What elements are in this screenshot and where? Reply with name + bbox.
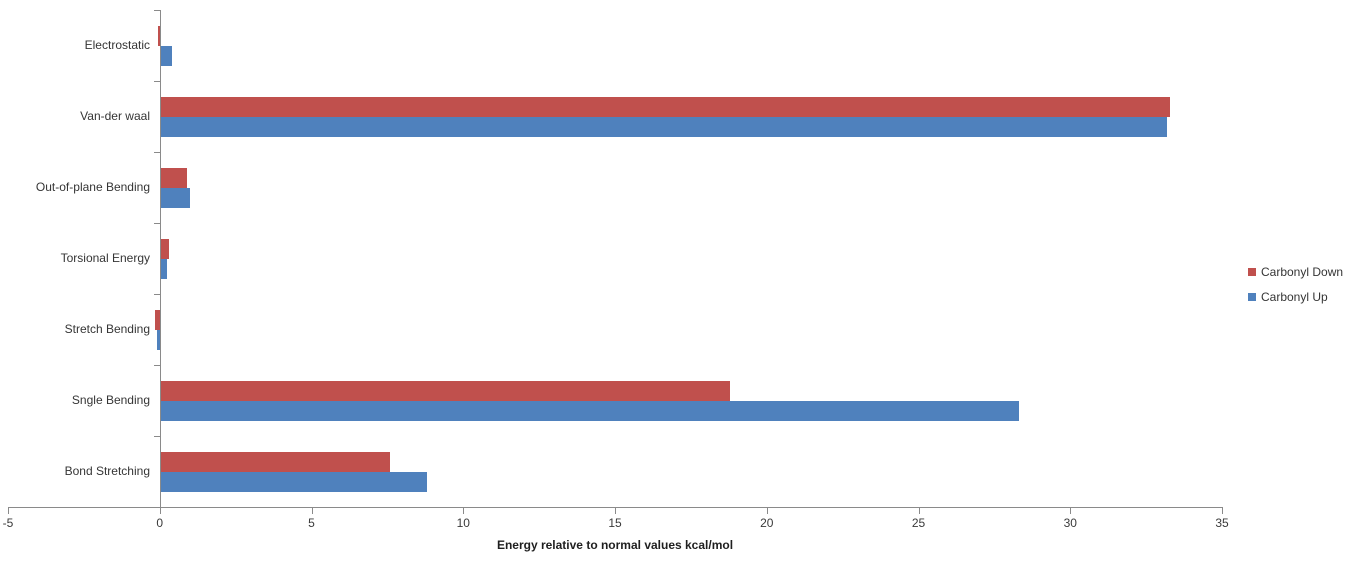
x-axis-tick xyxy=(8,507,9,514)
category-axis-tick xyxy=(153,294,160,295)
category-axis-tick xyxy=(153,10,160,11)
x-tick-label: 0 xyxy=(156,516,164,530)
bar-carbonyl-up xyxy=(159,187,191,208)
bar-carbonyl-up xyxy=(159,116,1168,137)
x-axis-tick xyxy=(463,507,465,514)
category-axis-tick xyxy=(153,81,160,82)
x-tick-label: 5 xyxy=(308,516,315,530)
category-axis-tick xyxy=(153,152,160,153)
category-label: Bond Stretching xyxy=(64,463,150,478)
x-axis-tick xyxy=(1222,507,1223,514)
x-axis-tick xyxy=(1070,507,1072,514)
x-axis-tick xyxy=(159,507,161,514)
bar-carbonyl-down xyxy=(157,25,160,46)
x-axis-tick xyxy=(311,507,313,514)
category-label: Electrostatic xyxy=(84,37,150,52)
legend-label: Carbonyl Down xyxy=(1261,264,1344,279)
legend-item: Carbonyl Up xyxy=(1248,284,1343,309)
x-axis-tick xyxy=(766,507,768,514)
category-axis-tick xyxy=(153,436,160,437)
x-axis-tick xyxy=(615,507,616,514)
category-label: Out-of-plane Bending xyxy=(35,179,150,194)
x-axis-tick xyxy=(918,507,920,514)
bar-carbonyl-down xyxy=(159,380,731,401)
legend-swatch xyxy=(1248,267,1256,276)
legend-item: Carbonyl Down xyxy=(1248,259,1343,284)
x-tick-label: 20 xyxy=(760,516,774,530)
x-tick-label: 30 xyxy=(1063,516,1077,530)
legend-swatch xyxy=(1248,292,1256,301)
x-tick-label: 15 xyxy=(608,516,622,530)
category-label: Stretch Bending xyxy=(64,321,150,336)
category-label: Torsional Energy xyxy=(60,250,150,265)
bar-carbonyl-down xyxy=(159,451,391,472)
bar-carbonyl-down xyxy=(155,309,160,330)
bar-carbonyl-down xyxy=(159,96,1171,117)
x-tick-label: 25 xyxy=(911,516,926,530)
category-label: Sngle Bending xyxy=(71,392,150,407)
category-label: Van-der waal xyxy=(80,108,150,123)
legend: Carbonyl Down Carbonyl Up xyxy=(1248,259,1343,309)
category-axis-line xyxy=(159,10,161,507)
bar-carbonyl-up xyxy=(156,329,160,350)
bar-carbonyl-down xyxy=(159,167,188,188)
bar-carbonyl-up xyxy=(159,258,168,279)
bar-carbonyl-down xyxy=(159,238,169,259)
category-axis-tick xyxy=(153,365,160,366)
category-axis-tick xyxy=(153,223,160,224)
legend-label: Carbonyl Up xyxy=(1261,289,1328,304)
bar-carbonyl-up xyxy=(159,471,427,492)
bar-carbonyl-up xyxy=(159,45,172,66)
x-tick-label: 35 xyxy=(1215,516,1229,530)
x-tick-label: 10 xyxy=(456,516,470,530)
x-tick-label: -5 xyxy=(2,516,14,530)
x-axis-title: Energy relative to normal values kcal/mo… xyxy=(496,538,734,552)
bar-carbonyl-up xyxy=(159,400,1019,421)
